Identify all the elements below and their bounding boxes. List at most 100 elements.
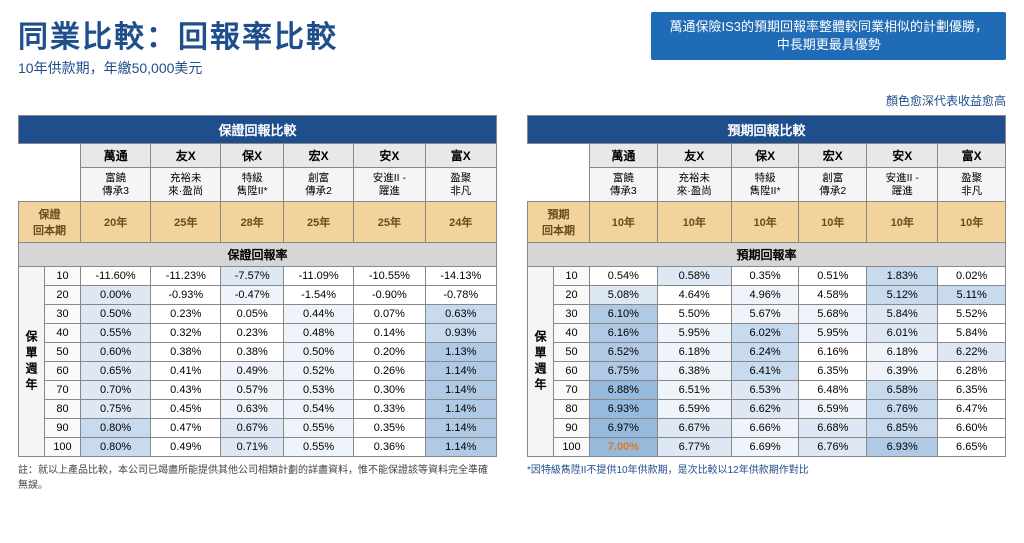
breakeven-value: 10年 <box>867 202 938 243</box>
rate-cell: 6.38% <box>657 362 731 381</box>
rate-cell: 0.54% <box>590 267 658 286</box>
side-label: 保單週年 <box>19 267 45 457</box>
plan-header: 盈聚非凡 <box>938 168 1006 202</box>
plan-header: 富饒傳承3 <box>590 168 658 202</box>
rate-cell: 6.52% <box>590 343 658 362</box>
rate-cell: 1.14% <box>425 438 496 457</box>
rate-cell: 0.63% <box>221 400 284 419</box>
rate-cell: 1.14% <box>425 400 496 419</box>
year-cell: 50 <box>554 343 590 362</box>
rate-cell: 6.02% <box>731 324 799 343</box>
rate-cell: 0.50% <box>284 343 354 362</box>
company-header: 富X <box>425 144 496 168</box>
table-main-header: 預期回報比較 <box>528 116 1006 144</box>
rate-cell: 0.93% <box>425 324 496 343</box>
rate-cell: 6.18% <box>657 343 731 362</box>
rate-cell: 0.45% <box>151 400 221 419</box>
year-cell: 80 <box>45 400 81 419</box>
rate-cell: 0.38% <box>151 343 221 362</box>
rate-cell: 0.51% <box>799 267 867 286</box>
rate-cell: 0.50% <box>81 305 151 324</box>
rate-cell: 1.14% <box>425 381 496 400</box>
plan-header: 創富傳承2 <box>799 168 867 202</box>
rate-cell: 0.23% <box>151 305 221 324</box>
year-cell: 90 <box>554 419 590 438</box>
expected-table-wrap: 預期回報比較萬通友X保X宏X安X富X富饒傳承3充裕未來·盈尚特級雋陞II*創富傳… <box>527 115 1006 491</box>
rate-cell: 5.84% <box>867 305 938 324</box>
rate-cell: -0.78% <box>425 286 496 305</box>
company-header: 保X <box>221 144 284 168</box>
year-cell: 100 <box>554 438 590 457</box>
rate-cell: 0.47% <box>151 419 221 438</box>
rate-cell: 0.57% <box>221 381 284 400</box>
rate-cell: 6.85% <box>867 419 938 438</box>
rate-cell: 0.49% <box>221 362 284 381</box>
rate-cell: 6.59% <box>657 400 731 419</box>
plan-header: 安進II -躍進 <box>354 168 425 202</box>
rate-cell: -11.23% <box>151 267 221 286</box>
company-header: 富X <box>938 144 1006 168</box>
rate-cell: 0.75% <box>81 400 151 419</box>
rate-cell: 6.88% <box>590 381 658 400</box>
breakeven-value: 10年 <box>938 202 1006 243</box>
plan-header: 富饒傳承3 <box>81 168 151 202</box>
rate-cell: 0.52% <box>284 362 354 381</box>
rate-cell: 6.35% <box>799 362 867 381</box>
rate-cell: 6.93% <box>590 400 658 419</box>
breakeven-value: 10年 <box>731 202 799 243</box>
rate-cell: 1.14% <box>425 362 496 381</box>
plan-header: 特級雋陞II* <box>221 168 284 202</box>
year-cell: 80 <box>554 400 590 419</box>
rate-cell: 0.14% <box>354 324 425 343</box>
rate-cell: 0.00% <box>81 286 151 305</box>
banner-line2: 中長期更最具優勢 <box>669 36 988 54</box>
rate-cell: 0.36% <box>354 438 425 457</box>
rate-cell: 5.95% <box>799 324 867 343</box>
company-header: 安X <box>867 144 938 168</box>
rate-cell: 6.18% <box>867 343 938 362</box>
rate-cell: 6.69% <box>731 438 799 457</box>
rate-cell: 0.41% <box>151 362 221 381</box>
expected-table: 預期回報比較萬通友X保X宏X安X富X富饒傳承3充裕未來·盈尚特級雋陞II*創富傳… <box>527 115 1006 457</box>
plan-header: 充裕未來·盈尚 <box>657 168 731 202</box>
breakeven-label: 預期回本期 <box>528 202 590 243</box>
rate-cell: -0.93% <box>151 286 221 305</box>
year-cell: 100 <box>45 438 81 457</box>
rate-cell: 6.41% <box>731 362 799 381</box>
plan-header: 特級雋陞II* <box>731 168 799 202</box>
rate-cell: 6.35% <box>938 381 1006 400</box>
rate-cell: 6.24% <box>731 343 799 362</box>
rate-cell: 6.51% <box>657 381 731 400</box>
company-header: 宏X <box>284 144 354 168</box>
rate-cell: 6.53% <box>731 381 799 400</box>
company-header: 萬通 <box>81 144 151 168</box>
rate-cell: 0.67% <box>221 419 284 438</box>
company-header: 安X <box>354 144 425 168</box>
rate-cell: 6.97% <box>590 419 658 438</box>
rate-cell: 0.55% <box>81 324 151 343</box>
year-cell: 70 <box>45 381 81 400</box>
rate-subheader: 保證回報率 <box>19 243 497 267</box>
year-cell: 40 <box>554 324 590 343</box>
rate-cell: 6.22% <box>938 343 1006 362</box>
rate-cell: 5.68% <box>799 305 867 324</box>
rate-cell: 0.48% <box>284 324 354 343</box>
year-cell: 40 <box>45 324 81 343</box>
rate-cell: 6.62% <box>731 400 799 419</box>
breakeven-label: 保證回本期 <box>19 202 81 243</box>
breakeven-value: 20年 <box>81 202 151 243</box>
rate-cell: 5.11% <box>938 286 1006 305</box>
rate-cell: 0.26% <box>354 362 425 381</box>
rate-cell: 6.75% <box>590 362 658 381</box>
company-header: 萬通 <box>590 144 658 168</box>
rate-cell: 0.60% <box>81 343 151 362</box>
rate-cell: -14.13% <box>425 267 496 286</box>
breakeven-value: 25年 <box>284 202 354 243</box>
plan-header: 創富傳承2 <box>284 168 354 202</box>
rate-cell: 5.95% <box>657 324 731 343</box>
rate-cell: 0.55% <box>284 438 354 457</box>
side-label: 保單週年 <box>528 267 554 457</box>
breakeven-value: 24年 <box>425 202 496 243</box>
rate-cell: 6.16% <box>590 324 658 343</box>
year-cell: 30 <box>554 305 590 324</box>
